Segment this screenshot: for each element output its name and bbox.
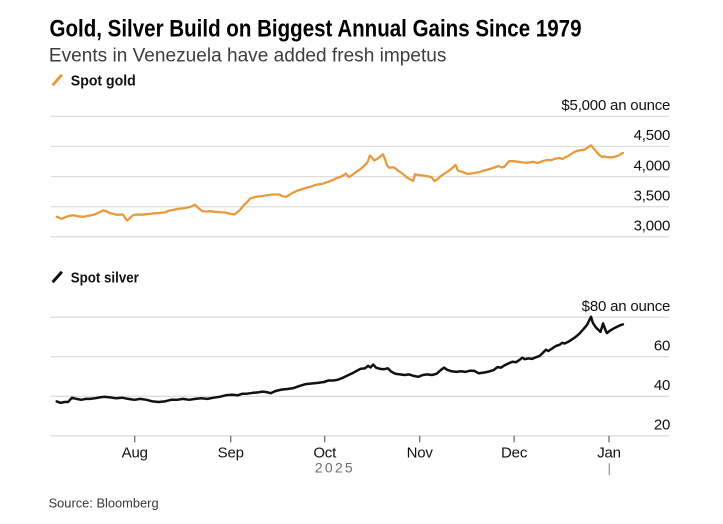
svg-text:Sep: Sep (218, 444, 244, 461)
svg-text:60: 60 (654, 337, 670, 354)
svg-text:40: 40 (654, 377, 670, 394)
svg-text:3,500: 3,500 (634, 187, 671, 204)
svg-text:Spot gold: Spot gold (71, 72, 136, 89)
svg-text:$80 an ounce: $80 an ounce (582, 298, 671, 315)
svg-text:20: 20 (654, 417, 670, 434)
svg-text:4,000: 4,000 (634, 157, 671, 174)
svg-text:Spot silver: Spot silver (71, 269, 139, 286)
svg-text:3,000: 3,000 (634, 218, 671, 235)
svg-text:Dec: Dec (501, 444, 528, 461)
svg-text:Aug: Aug (122, 444, 148, 461)
svg-text:Source: Bloomberg: Source: Bloomberg (49, 496, 159, 511)
svg-text:Gold, Silver Build on Biggest: Gold, Silver Build on Biggest Annual Gai… (50, 15, 582, 42)
svg-text:$5,000 an ounce: $5,000 an ounce (561, 97, 670, 114)
svg-text:Oct: Oct (313, 444, 337, 461)
svg-text:Jan: Jan (597, 444, 621, 461)
svg-text:Events in Venezuela have added: Events in Venezuela have added fresh imp… (49, 46, 447, 67)
svg-text:4,500: 4,500 (634, 127, 671, 144)
svg-text:Nov: Nov (407, 444, 434, 461)
svg-text:2025: 2025 (315, 460, 355, 476)
